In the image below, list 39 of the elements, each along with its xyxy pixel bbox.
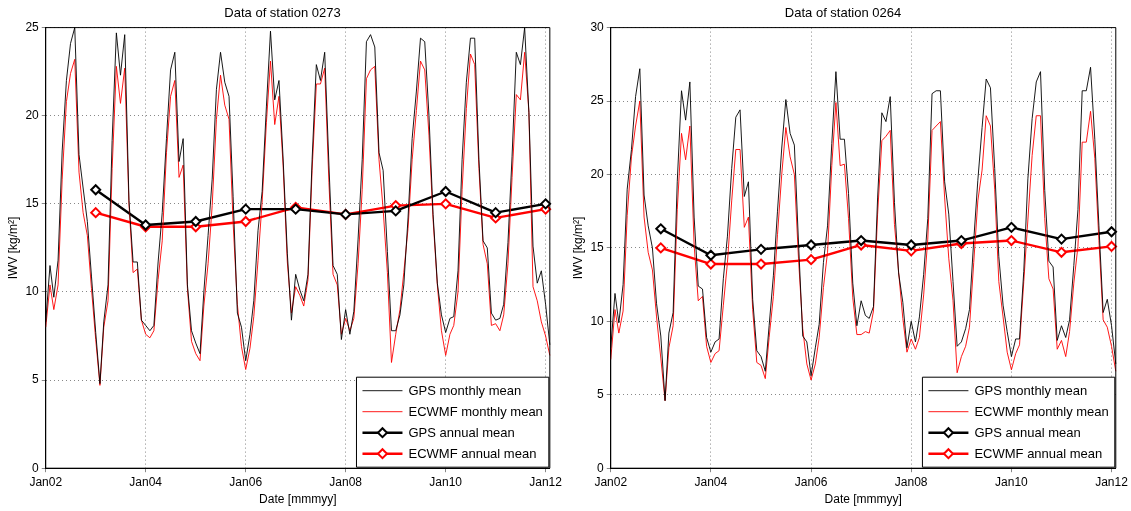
y-tick-label: 20 — [25, 108, 40, 123]
x-tick-label: Jan12 — [529, 474, 563, 489]
y-tick-label: 20 — [590, 166, 605, 181]
y-tick-label: 15 — [590, 240, 605, 255]
y-tick-label: 10 — [25, 284, 40, 299]
y-tick-label: 15 — [25, 196, 40, 211]
x-axis-title: Date [mmmyy] — [824, 492, 902, 507]
legend-label: GPS annual mean — [408, 425, 515, 441]
chart-title: Data of station 0264 — [784, 5, 902, 21]
x-tick-label: Jan08 — [329, 474, 363, 489]
legend-label: ECWMF monthly mean — [408, 404, 543, 420]
x-axis-title: Date [mmmyy] — [259, 492, 337, 507]
y-tick-label: 10 — [590, 313, 605, 328]
x-tick-label: Jan02 — [29, 474, 63, 489]
legend-label: GPS annual mean — [974, 425, 1081, 441]
x-tick-label: Jan10 — [995, 474, 1029, 489]
x-tick-label: Jan08 — [894, 474, 928, 489]
legend-label: GPS monthly mean — [974, 383, 1088, 399]
legend-label: ECWMF annual mean — [974, 446, 1103, 462]
y-tick-label: 5 — [32, 372, 40, 387]
x-tick-label: Jan10 — [429, 474, 463, 489]
legend-label: ECWMF monthly mean — [974, 404, 1109, 420]
legend-label: GPS monthly mean — [408, 383, 522, 399]
x-tick-label: Jan12 — [1095, 474, 1129, 489]
y-axis-title: IWV [kg/m²] — [5, 216, 20, 280]
legend-label: ECWMF annual mean — [408, 446, 537, 462]
x-tick-label: Jan04 — [129, 474, 163, 489]
chart-title: Data of station 0273 — [224, 5, 341, 21]
y-tick-label: 0 — [597, 460, 605, 475]
y-tick-label: 5 — [597, 387, 605, 402]
y-tick-label: 25 — [590, 93, 605, 108]
x-tick-label: Jan06 — [794, 474, 828, 489]
y-tick-label: 0 — [32, 460, 40, 475]
y-tick-label: 30 — [590, 19, 605, 34]
x-tick-label: Jan04 — [694, 474, 728, 489]
y-tick-label: 25 — [25, 19, 40, 34]
y-axis-title: IWV [kg/m²] — [570, 216, 585, 280]
x-tick-label: Jan06 — [229, 474, 263, 489]
x-tick-label: Jan02 — [594, 474, 628, 489]
